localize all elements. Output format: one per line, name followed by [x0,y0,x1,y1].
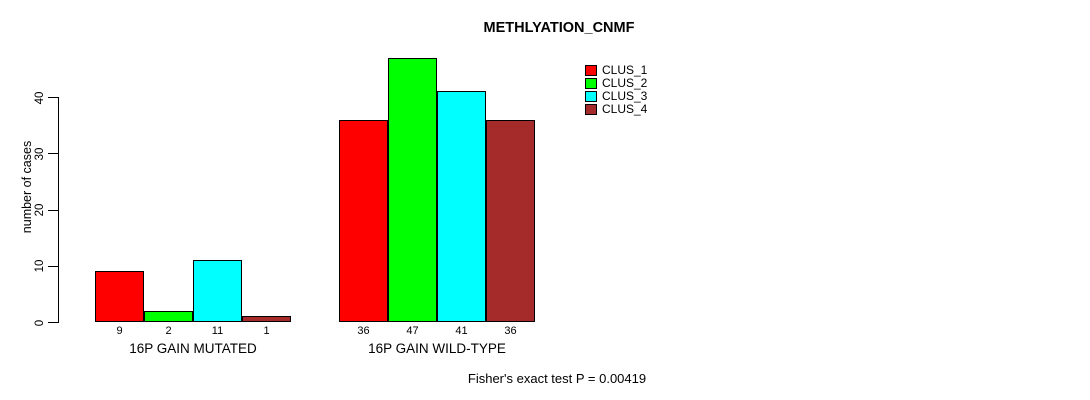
bar-clus_4-group1 [242,316,291,322]
bar-value-label: 41 [455,325,468,337]
bar-value-label: 9 [116,325,123,337]
legend-label: CLUS_3 [602,89,648,103]
legend-swatch-icon [585,104,597,115]
bar-value-label: 2 [165,325,172,337]
chart-title: METHLYATION_CNMF [483,20,635,36]
y-tick [48,153,58,155]
legend-swatch-icon [585,78,597,89]
y-tick-label: 30 [34,147,46,161]
y-tick-label: 10 [34,259,46,273]
legend-swatch-icon [585,91,597,102]
y-tick-label: 40 [34,91,46,104]
legend-label: CLUS_1 [602,63,648,77]
legend-item-clus_2: CLUS_2 [585,77,647,90]
bar-value-label: 36 [504,325,517,337]
legend-item-clus_4: CLUS_4 [585,103,647,116]
y-tick-label: 20 [34,203,46,217]
y-tick-label: 0 [34,319,46,326]
bar-clus_3-group2 [437,91,486,322]
bar-clus_2-group2 [388,57,437,322]
group-label: 16P GAIN MUTATED [129,341,257,356]
y-tick [48,209,58,211]
legend-item-clus_1: CLUS_1 [585,64,647,77]
bar-value-label: 1 [263,325,270,337]
legend-swatch-icon [585,65,597,76]
y-axis-line [58,97,59,323]
bar-value-label: 36 [357,325,370,337]
y-axis-title: number of cases [20,140,34,234]
bar-value-label: 47 [406,325,419,337]
bar-value-label: 11 [211,325,224,337]
legend: CLUS_1 CLUS_2 CLUS_3 CLUS_4 [585,64,647,116]
fisher-test-annotation: Fisher's exact test P = 0.00419 [467,371,647,386]
y-tick [48,265,58,267]
bar-clus_1-group2 [339,119,388,322]
bar-clus_4-group2 [486,119,535,322]
bar-clus_3-group1 [193,260,242,322]
legend-item-clus_3: CLUS_3 [585,90,647,103]
y-tick [48,97,58,98]
bar-clus_2-group1 [144,310,193,322]
bar-clus_1-group1 [95,271,144,322]
legend-label: CLUS_4 [602,102,648,116]
group-label: 16P GAIN WILD-TYPE [368,341,506,356]
y-tick [48,322,58,323]
legend-label: CLUS_2 [602,76,648,90]
